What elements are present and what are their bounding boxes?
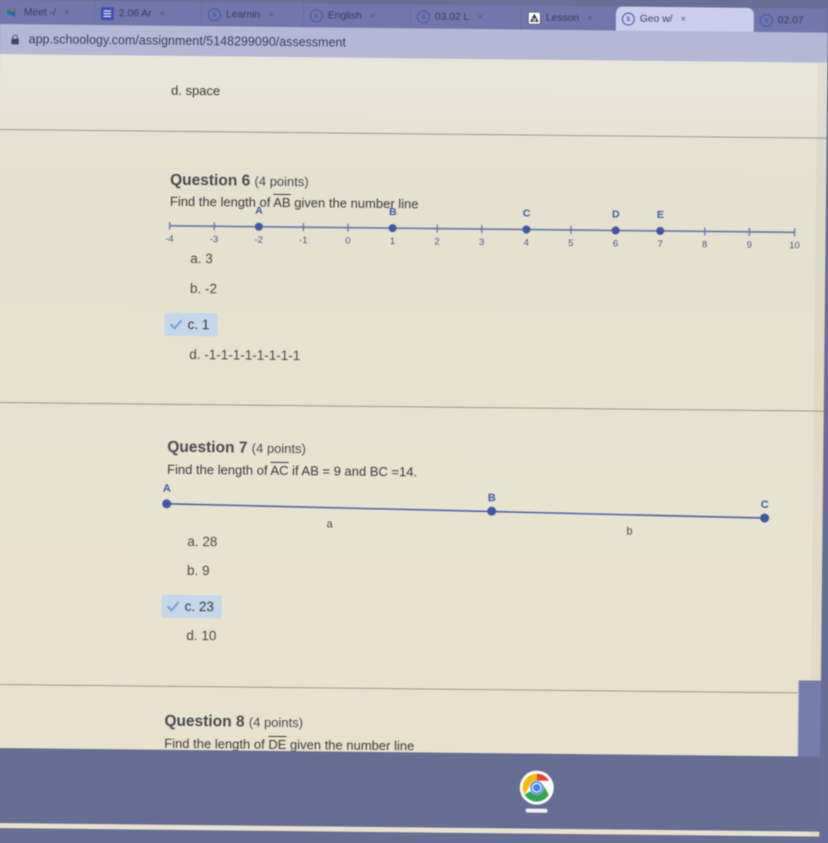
svg-text:10: 10 — [789, 240, 800, 251]
svg-text:5: 5 — [568, 238, 573, 249]
svg-text:D: D — [612, 208, 620, 220]
svg-text:A: A — [255, 205, 263, 217]
svg-text:-2: -2 — [254, 235, 263, 246]
svg-text:S: S — [212, 12, 216, 18]
svg-text:S: S — [421, 15, 425, 21]
svg-text:-3: -3 — [210, 234, 219, 245]
svg-text:2: 2 — [434, 237, 439, 248]
svg-text:B: B — [389, 206, 397, 218]
svg-text:S: S — [764, 18, 768, 24]
svg-text:C: C — [523, 207, 531, 219]
svg-text:0: 0 — [345, 236, 350, 247]
svg-text:9: 9 — [747, 240, 752, 251]
svg-text:3: 3 — [479, 237, 484, 248]
svg-text:C: C — [761, 499, 769, 511]
svg-text:B: B — [488, 492, 496, 504]
svg-text:-1: -1 — [299, 235, 308, 246]
svg-text:a: a — [326, 518, 333, 530]
svg-text:8: 8 — [702, 239, 707, 250]
svg-text:b: b — [626, 526, 632, 538]
svg-text:7: 7 — [657, 239, 662, 250]
svg-text:E: E — [657, 209, 664, 221]
svg-text:S: S — [626, 17, 630, 23]
svg-text:-4: -4 — [165, 234, 174, 245]
svg-text:6: 6 — [613, 238, 618, 249]
svg-text:4: 4 — [524, 237, 529, 248]
svg-text:S: S — [314, 13, 318, 19]
svg-text:1: 1 — [390, 236, 395, 247]
svg-text:A: A — [163, 483, 171, 495]
